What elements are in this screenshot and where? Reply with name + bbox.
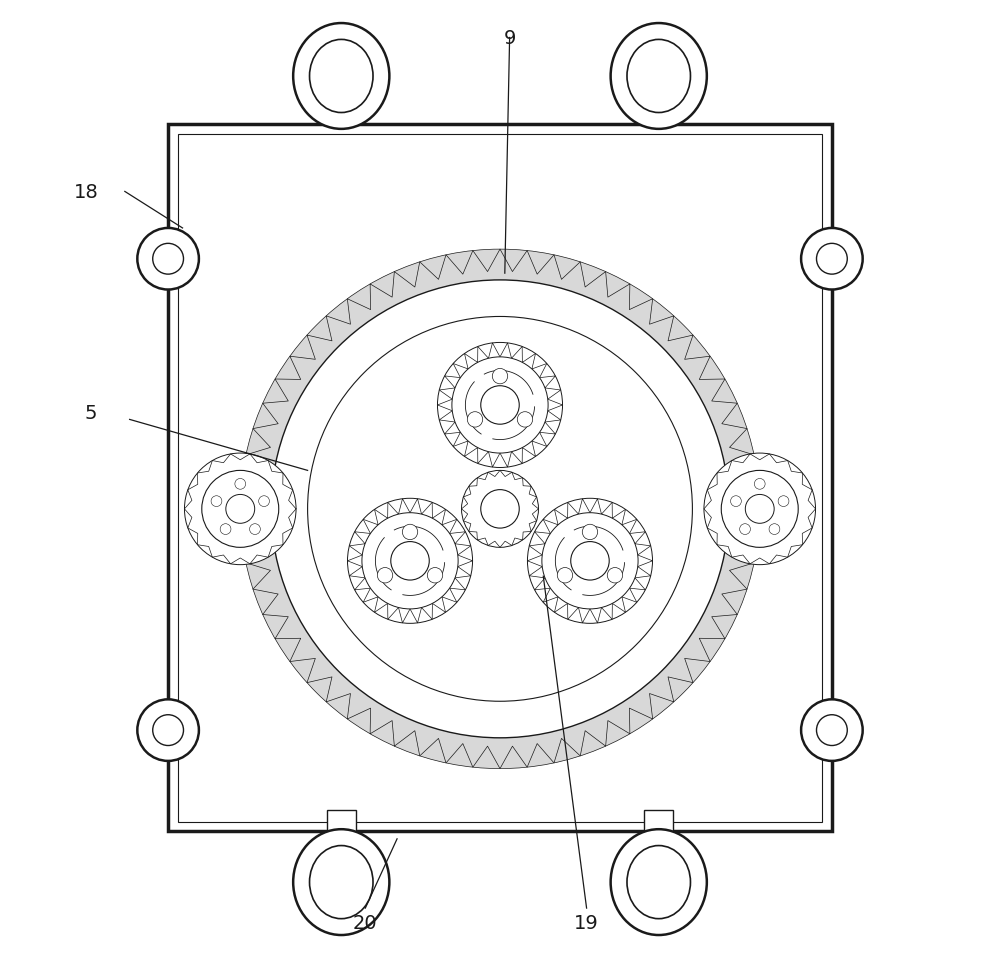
Text: 20: 20	[353, 913, 378, 932]
Circle shape	[347, 499, 473, 624]
Circle shape	[527, 499, 653, 624]
Circle shape	[557, 568, 573, 583]
Circle shape	[778, 496, 789, 507]
Ellipse shape	[611, 829, 707, 935]
Circle shape	[235, 479, 246, 490]
Circle shape	[481, 490, 519, 529]
Circle shape	[240, 250, 760, 769]
Circle shape	[607, 568, 623, 583]
Circle shape	[801, 229, 863, 290]
Circle shape	[462, 471, 538, 548]
Circle shape	[704, 454, 816, 565]
Circle shape	[137, 700, 199, 761]
Circle shape	[481, 386, 519, 425]
Circle shape	[492, 369, 508, 384]
Text: 9: 9	[503, 29, 516, 48]
Circle shape	[437, 343, 563, 468]
Bar	[644, 810, 673, 834]
Ellipse shape	[310, 40, 373, 113]
Text: 5: 5	[85, 404, 97, 423]
Circle shape	[801, 700, 863, 761]
Circle shape	[250, 524, 260, 535]
Circle shape	[220, 524, 231, 535]
Circle shape	[769, 524, 780, 535]
Circle shape	[582, 525, 598, 540]
Circle shape	[271, 281, 729, 738]
Circle shape	[240, 250, 760, 769]
Ellipse shape	[627, 40, 690, 113]
Circle shape	[740, 524, 750, 535]
Ellipse shape	[310, 846, 373, 919]
Text: 19: 19	[574, 913, 599, 932]
Circle shape	[542, 513, 638, 609]
Circle shape	[467, 412, 483, 428]
Text: 18: 18	[74, 183, 99, 202]
Circle shape	[452, 357, 548, 454]
Circle shape	[137, 229, 199, 290]
Circle shape	[211, 496, 222, 507]
Ellipse shape	[293, 24, 389, 130]
Circle shape	[745, 495, 774, 524]
Circle shape	[259, 496, 269, 507]
Bar	[327, 810, 356, 834]
Circle shape	[153, 715, 184, 746]
Bar	[327, 101, 356, 125]
Circle shape	[816, 715, 847, 746]
Circle shape	[184, 454, 296, 565]
Circle shape	[721, 471, 798, 548]
Circle shape	[754, 479, 765, 490]
Circle shape	[402, 525, 418, 540]
Circle shape	[816, 244, 847, 275]
Bar	[178, 135, 822, 822]
Circle shape	[391, 542, 429, 580]
Circle shape	[362, 513, 458, 609]
Circle shape	[377, 568, 393, 583]
Circle shape	[517, 412, 533, 428]
Bar	[168, 125, 832, 831]
Circle shape	[226, 495, 255, 524]
Bar	[644, 101, 673, 125]
Ellipse shape	[627, 846, 690, 919]
Circle shape	[571, 542, 609, 580]
Circle shape	[731, 496, 741, 507]
Ellipse shape	[293, 829, 389, 935]
Ellipse shape	[611, 24, 707, 130]
Circle shape	[153, 244, 184, 275]
Circle shape	[427, 568, 443, 583]
Circle shape	[202, 471, 279, 548]
